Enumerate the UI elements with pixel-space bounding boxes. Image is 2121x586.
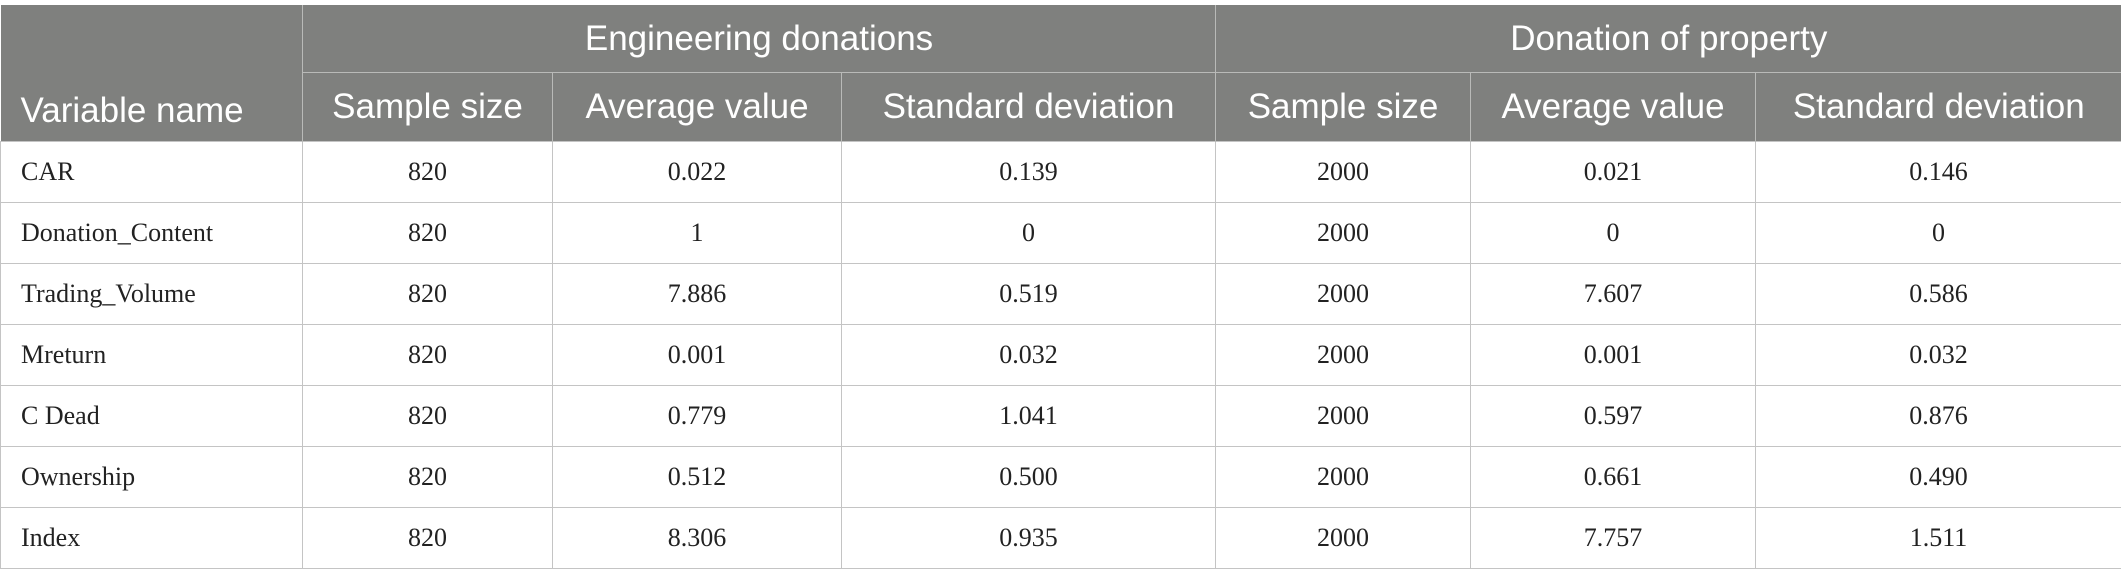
table-cell: 7.607 <box>1470 263 1757 325</box>
table-cell: 0.661 <box>1470 446 1757 508</box>
column-header-standard-deviation: Standard deviation <box>1755 72 2121 142</box>
table-cell: 0.500 <box>840 446 1217 508</box>
table-row: Mreturn 820 0.001 0.032 2000 0.001 0.032 <box>0 324 2121 386</box>
table-cell: 820 <box>302 202 553 264</box>
variable-name-cell: Ownership <box>0 446 303 508</box>
table-cell: 0.032 <box>840 324 1217 386</box>
variable-name-cell: C Dead <box>0 385 303 447</box>
table-cell: 0 <box>1470 202 1757 264</box>
table-cell: 0 <box>840 202 1217 264</box>
variable-name-cell: Trading_Volume <box>0 263 303 325</box>
column-header-sample-size: Sample size <box>1215 72 1472 142</box>
table-cell: 2000 <box>1215 507 1472 569</box>
variable-name-cell: Index <box>0 507 303 569</box>
table-cell: 0.512 <box>552 446 842 508</box>
column-header-average-value: Average value <box>1470 72 1757 142</box>
table-cell: 1.511 <box>1755 507 2121 569</box>
table-cell: 0.490 <box>1755 446 2121 508</box>
table-cell: 0.586 <box>1755 263 2121 325</box>
table-cell: 0.032 <box>1755 324 2121 386</box>
variable-name-header: Variable name <box>0 5 303 142</box>
table-cell: 820 <box>302 446 553 508</box>
table-cell: 0 <box>1755 202 2121 264</box>
table-header: Variable name Engineering donations Dona… <box>0 5 2121 142</box>
table-cell: 8.306 <box>552 507 842 569</box>
table-cell: 0.779 <box>552 385 842 447</box>
table-row: CAR 820 0.022 0.139 2000 0.021 0.146 <box>0 141 2121 203</box>
table-cell: 7.886 <box>552 263 842 325</box>
table-cell: 2000 <box>1215 263 1472 325</box>
table-cell: 0.001 <box>1470 324 1757 386</box>
table-cell: 7.757 <box>1470 507 1757 569</box>
table-row: C Dead 820 0.779 1.041 2000 0.597 0.876 <box>0 385 2121 447</box>
table-cell: 0.519 <box>840 263 1217 325</box>
table-cell: 2000 <box>1215 141 1472 203</box>
table-cell: 0.146 <box>1755 141 2121 203</box>
table-cell: 2000 <box>1215 202 1472 264</box>
table-cell: 0.876 <box>1755 385 2121 447</box>
table-cell: 2000 <box>1215 446 1472 508</box>
table-cell: 0.021 <box>1470 141 1757 203</box>
table-cell: 0.022 <box>552 141 842 203</box>
table-cell: 0.001 <box>552 324 842 386</box>
table-cell: 820 <box>302 324 553 386</box>
table-cell: 0.935 <box>840 507 1217 569</box>
table-body: CAR 820 0.022 0.139 2000 0.021 0.146 Donation_C… <box>0 141 2121 569</box>
table-cell: 820 <box>302 385 553 447</box>
column-header-standard-deviation: Standard deviation <box>840 72 1217 142</box>
table-cell: 0.139 <box>840 141 1217 203</box>
table-row: Index 820 8.306 0.935 2000 7.757 1.511 <box>0 507 2121 569</box>
variable-name-cell: Donation_Content <box>0 202 303 264</box>
table-row: Trading_Volume 820 7.886 0.519 2000 7.607 0.58… <box>0 263 2121 325</box>
header-column-row: Sample size Average value Standard devia… <box>1 72 2121 142</box>
statistics-table-container: Variable name Engineering donations Dona… <box>0 5 2121 569</box>
descriptive-statistics-table: Variable name Engineering donations Dona… <box>0 5 2121 569</box>
table-cell: 2000 <box>1215 324 1472 386</box>
table-cell: 1.041 <box>840 385 1217 447</box>
table-cell: 820 <box>302 263 553 325</box>
header-group-row: Variable name Engineering donations Dona… <box>0 5 2121 142</box>
column-header-average-value: Average value <box>552 72 842 142</box>
group-header-engineering: Engineering donations <box>301 5 1217 73</box>
table-cell: 0.597 <box>1470 385 1757 447</box>
table-cell: 820 <box>302 141 553 203</box>
variable-name-cell: CAR <box>0 141 303 203</box>
table-row: Donation_Content 820 1 0 2000 0 0 <box>0 202 2121 264</box>
column-header-sample-size: Sample size <box>302 72 553 142</box>
table-cell: 1 <box>552 202 842 264</box>
table-cell: 820 <box>302 507 553 569</box>
table-cell: 2000 <box>1215 385 1472 447</box>
group-header-property: Donation of property <box>1215 5 2121 73</box>
table-row: Ownership 820 0.512 0.500 2000 0.661 0.490 <box>0 446 2121 508</box>
variable-name-cell: Mreturn <box>0 324 303 386</box>
